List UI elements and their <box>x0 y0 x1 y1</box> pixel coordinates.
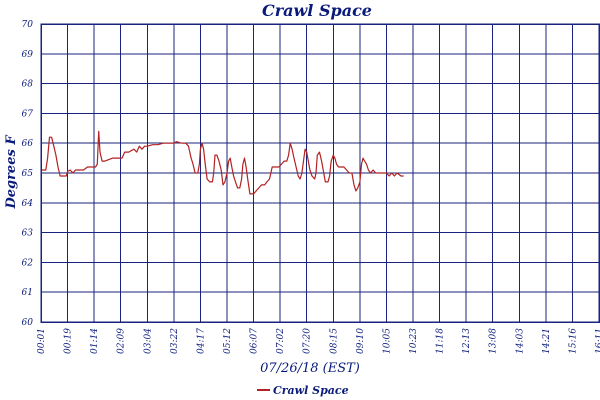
x-tick-label: 04:17 <box>196 328 206 354</box>
legend-label: Crawl Space <box>273 384 349 397</box>
x-tick-label: 07:20 <box>303 328 313 354</box>
y-tick-labels: 60 61 62 63 64 65 66 67 68 69 70 <box>22 20 34 328</box>
x-tick-label: 15:16 <box>568 328 578 354</box>
x-axis-title: 07/26/18 (EST) <box>260 361 360 376</box>
x-tick-label: 05:12 <box>223 328 233 354</box>
y-tick-label: 68 <box>22 80 34 90</box>
y-tick-label: 64 <box>22 199 34 209</box>
y-tick-label: 60 <box>22 318 34 328</box>
series <box>41 130 404 195</box>
x-tick-label: 02:09 <box>117 328 127 354</box>
y-tick-label: 66 <box>22 139 34 149</box>
legend: Crawl Space <box>257 384 349 397</box>
y-tick-label: 69 <box>22 50 34 60</box>
x-tick-labels: 00:01 00:19 01:14 02:09 03:04 03:22 04:17 05:12… <box>37 328 600 354</box>
plot-frame <box>40 23 600 323</box>
chart-title: Crawl Space <box>262 1 372 20</box>
grid <box>40 23 600 323</box>
y-axis-title: Degrees F <box>4 135 19 210</box>
x-tick-label: 10:05 <box>382 328 392 354</box>
x-tick-label: 01:14 <box>90 328 100 354</box>
y-tick-label: 65 <box>22 169 34 179</box>
x-tick-label: 06:07 <box>250 328 260 354</box>
x-tick-label: 14:03 <box>515 328 525 354</box>
x-tick-label: 10:23 <box>409 328 419 354</box>
x-tick-label: 13:08 <box>489 328 499 354</box>
y-tick-label: 63 <box>22 229 34 239</box>
x-tick-label: 11:18 <box>436 328 446 354</box>
x-tick-label: 12:13 <box>462 328 472 354</box>
x-tick-label: 00:19 <box>64 328 74 354</box>
series-line-0 <box>41 130 404 195</box>
x-tick-label: 16:11 <box>595 328 600 354</box>
y-tick-label: 67 <box>22 109 34 119</box>
x-tick-label: 00:01 <box>37 328 47 354</box>
x-tick-label: 14:21 <box>542 328 552 354</box>
y-tick-label: 62 <box>22 258 34 268</box>
y-tick-label: 61 <box>22 288 33 298</box>
x-tick-label: 09:10 <box>356 328 366 354</box>
x-tick-label: 07:02 <box>276 328 286 354</box>
x-tick-label: 08:15 <box>329 328 339 354</box>
y-tick-label: 70 <box>22 20 34 30</box>
x-tick-label: 03:22 <box>170 328 180 354</box>
x-tick-label: 03:04 <box>143 328 153 354</box>
